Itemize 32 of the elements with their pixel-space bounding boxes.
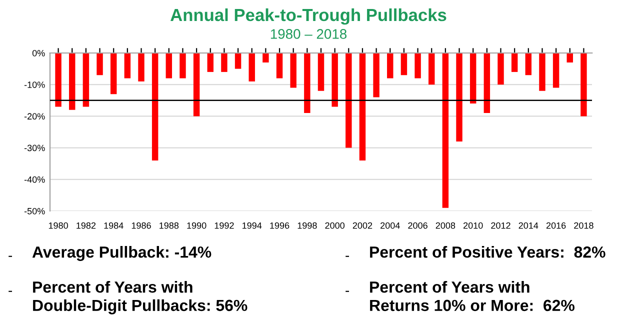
x-tick-label: 2012 <box>491 222 510 229</box>
chart-subtitle: 1980 – 2018 <box>270 29 347 39</box>
y-tick-label: -10% <box>24 82 45 88</box>
x-tick-label: 2006 <box>408 222 428 229</box>
y-tick-label: -20% <box>24 113 45 120</box>
x-tick-label: 2000 <box>325 222 345 229</box>
x-tick-label: 2018 <box>574 222 594 229</box>
x-tick-label: 1994 <box>242 222 262 229</box>
x-tick-label: 2002 <box>352 222 372 229</box>
x-tick-label: 1988 <box>160 222 179 229</box>
y-tick-label: -30% <box>24 144 45 152</box>
text: - Percent of Years with Double-Digit Pullbacks: 56% <box>8 281 248 314</box>
x-tick-label: 1990 <box>187 222 206 229</box>
x-tick-label: 1982 <box>76 222 96 229</box>
x-tick-label: 2010 <box>464 222 483 229</box>
x-tick-label: 2008 <box>436 222 456 229</box>
x-tick-label: 1984 <box>104 222 124 229</box>
x-tick-label: 1992 <box>214 222 234 229</box>
x-tick-label: 1986 <box>132 222 151 229</box>
chart-title: Annual Peak-to-Trough Pullbacks <box>170 8 446 25</box>
text: - Percent of Years with Returns 10% or More: 62% <box>346 281 574 312</box>
text: - Average Pullback: -14% <box>8 246 212 261</box>
y-tick-label: -50% <box>24 208 45 214</box>
x-tick-label: 2014 <box>518 222 538 229</box>
y-tick-label: -40% <box>24 176 45 183</box>
x-tick-label: 2004 <box>380 222 400 229</box>
x-tick-label: 1980 <box>48 222 68 229</box>
x-tick-label: 1996 <box>270 222 290 229</box>
y-tick-label: 0% <box>32 50 45 56</box>
text: - Percent of Positive Years: 82% <box>346 246 606 258</box>
x-tick-label: 2016 <box>546 222 566 229</box>
x-tick-label: 1998 <box>298 222 317 229</box>
